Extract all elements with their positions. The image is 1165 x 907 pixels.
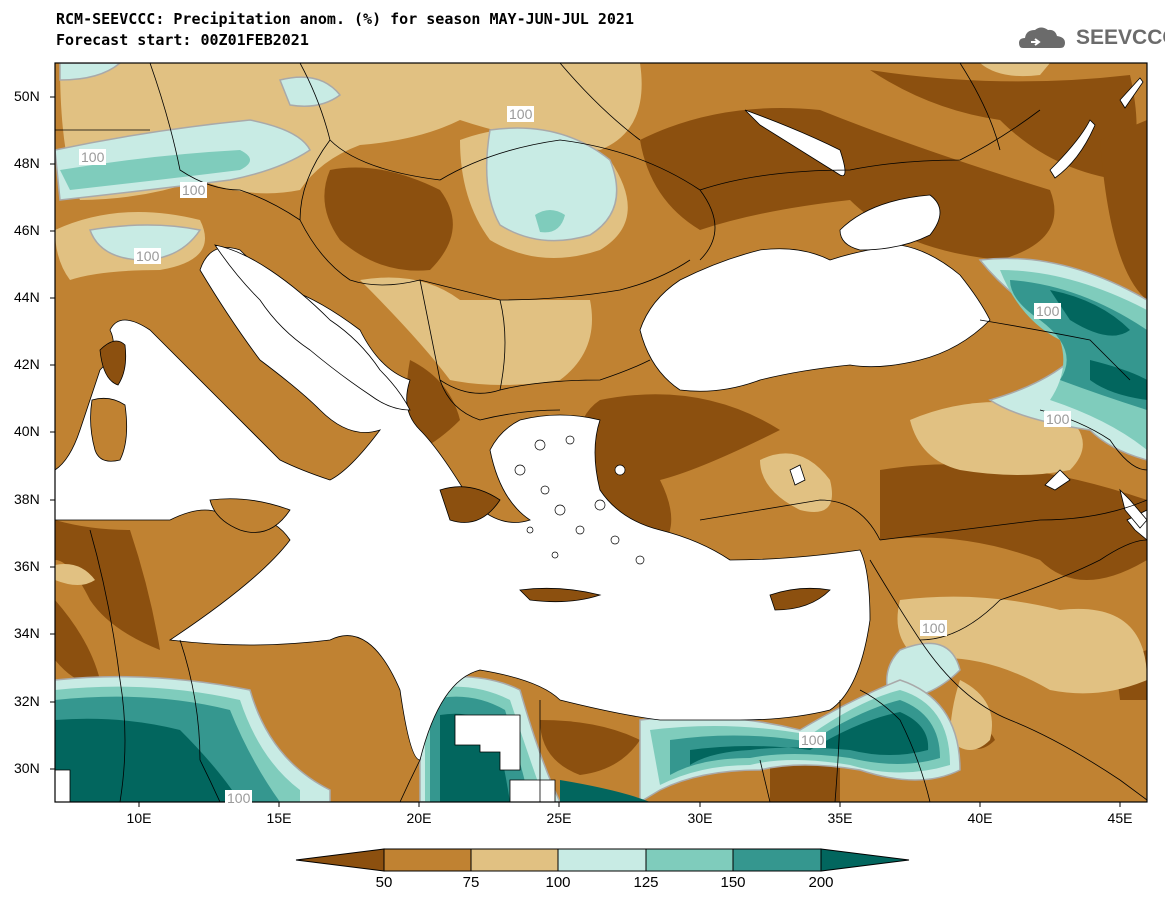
colorbar-label: 100: [545, 874, 571, 891]
contour-label: 100: [134, 248, 162, 264]
lon-label: 15E: [266, 810, 292, 826]
contour-label: 100: [799, 732, 827, 748]
lat-label: 50N: [14, 88, 40, 104]
lon-label: 25E: [546, 810, 572, 826]
lon-label: 35E: [827, 810, 853, 826]
lat-label: 46N: [14, 222, 40, 238]
colorbar-label: 125: [633, 874, 659, 891]
lat-label: 32N: [14, 693, 40, 709]
contour-label: 100: [180, 182, 208, 198]
colorbar-label: 50: [375, 874, 393, 891]
lon-label: 20E: [406, 810, 432, 826]
map-title: RCM-SEEVCCC: Precipitation anom. (%) for…: [56, 10, 634, 28]
islands: [90, 340, 831, 611]
lon-label: 30E: [687, 810, 713, 826]
contour-label: 100: [1044, 411, 1072, 427]
lon-label: 10E: [126, 810, 152, 826]
axis-ticks: [50, 96, 1121, 807]
colorbar-segment-100-125: [557, 848, 647, 872]
contour-label: 100: [79, 149, 107, 165]
lat-label: 42N: [14, 356, 40, 372]
logo-text: SEEVCCC: [1076, 26, 1165, 49]
lat-label: 34N: [14, 625, 40, 641]
colorbar-segment-50-75: [383, 848, 472, 872]
colorbar-segment-150-200: [732, 848, 822, 872]
colorbar-segment-above-200: [820, 848, 910, 872]
colorbar: [295, 848, 910, 872]
lat-label: 48N: [14, 155, 40, 171]
colorbar-label: 75: [462, 874, 480, 891]
contour-label: 100: [507, 106, 535, 122]
colorbar-segment-125-150: [645, 848, 734, 872]
colorbar-segment-below-50: [295, 848, 385, 872]
lon-label: 40E: [967, 810, 993, 826]
lat-label: 36N: [14, 558, 40, 574]
lat-label: 40N: [14, 423, 40, 439]
colorbar-label: 150: [720, 874, 746, 891]
aegean-islands: [514, 435, 645, 565]
contour-label: 100: [1034, 303, 1062, 319]
contour-label: 100: [225, 790, 253, 806]
cloud-logo-icon: [1019, 27, 1065, 48]
country-borders: [55, 63, 1147, 802]
contour-label: 100: [920, 620, 948, 636]
lon-label: 45E: [1107, 810, 1133, 826]
lat-label: 30N: [14, 760, 40, 776]
forecast-start: Forecast start: 00Z01FEB2021: [56, 31, 309, 49]
lat-label: 38N: [14, 491, 40, 507]
lat-label: 44N: [14, 289, 40, 305]
colorbar-label: 200: [808, 874, 834, 891]
colorbar-segment-75-100: [470, 848, 559, 872]
